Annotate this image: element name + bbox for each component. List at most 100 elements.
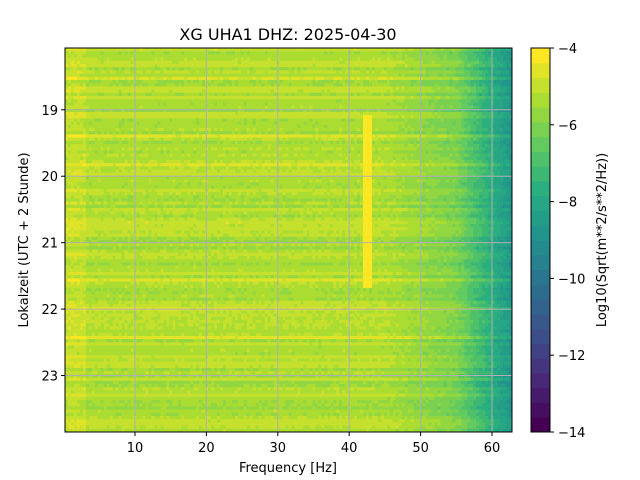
heatmap-cell bbox=[470, 121, 474, 126]
heatmap-cell bbox=[455, 115, 459, 119]
heatmap-cell bbox=[482, 64, 486, 68]
heatmap-cell bbox=[491, 70, 495, 74]
heatmap-cell bbox=[449, 112, 453, 116]
heatmap-cell bbox=[282, 80, 286, 84]
heatmap-cell bbox=[497, 64, 501, 68]
heatmap-cell bbox=[214, 137, 218, 142]
heatmap-cell bbox=[509, 89, 512, 94]
heatmap-cell bbox=[345, 134, 349, 138]
heatmap-cell bbox=[327, 140, 331, 145]
heatmap-cell bbox=[130, 134, 134, 138]
heatmap-cell bbox=[270, 96, 274, 100]
heatmap-cell bbox=[351, 73, 355, 78]
heatmap-cell bbox=[214, 150, 218, 154]
heatmap-cell bbox=[342, 60, 346, 65]
heatmap-cell bbox=[94, 67, 99, 71]
heatmap-cell bbox=[503, 108, 507, 113]
heatmap-cell bbox=[70, 124, 75, 129]
heatmap-cell bbox=[166, 96, 170, 100]
heatmap-cell bbox=[297, 140, 301, 145]
heatmap-cell bbox=[216, 99, 221, 103]
heatmap-cell bbox=[270, 60, 274, 65]
heatmap-cell bbox=[371, 70, 376, 74]
heatmap-cell bbox=[309, 80, 313, 84]
heatmap-cell bbox=[398, 134, 403, 138]
heatmap-cell bbox=[497, 115, 501, 119]
heatmap-cell bbox=[181, 121, 185, 126]
heatmap-cell bbox=[419, 124, 423, 129]
heatmap-cell bbox=[455, 140, 459, 145]
heatmap-cell bbox=[228, 57, 233, 62]
heatmap-cell bbox=[500, 54, 504, 58]
heatmap-cell bbox=[428, 144, 432, 148]
heatmap-cell bbox=[91, 67, 96, 71]
heatmap-cell bbox=[431, 83, 435, 87]
heatmap-cell bbox=[249, 128, 254, 132]
heatmap-cell bbox=[88, 112, 93, 116]
heatmap-cell bbox=[270, 83, 274, 87]
heatmap-cell bbox=[458, 92, 462, 97]
heatmap-cell bbox=[365, 89, 370, 94]
heatmap-cell bbox=[175, 121, 179, 126]
heatmap-cell bbox=[285, 99, 289, 103]
heatmap-cell bbox=[160, 60, 164, 65]
heatmap-cell bbox=[211, 108, 215, 113]
heatmap-cell bbox=[330, 96, 334, 100]
heatmap-cell bbox=[452, 54, 456, 58]
heatmap-cell bbox=[82, 57, 87, 62]
heatmap-cell bbox=[175, 96, 179, 100]
heatmap-cell bbox=[142, 83, 146, 87]
heatmap-cell bbox=[446, 124, 450, 129]
heatmap-cell bbox=[446, 118, 450, 122]
heatmap-cell bbox=[261, 131, 266, 135]
heatmap-cell bbox=[151, 121, 155, 126]
heatmap-cell bbox=[163, 147, 167, 151]
heatmap-cell bbox=[82, 51, 87, 55]
heatmap-cell bbox=[160, 140, 164, 145]
heatmap-cell bbox=[258, 124, 263, 129]
heatmap-cell bbox=[386, 89, 391, 94]
heatmap-cell bbox=[419, 128, 423, 132]
heatmap-cell bbox=[88, 147, 93, 151]
heatmap-cell bbox=[365, 137, 370, 142]
heatmap-cell bbox=[214, 70, 218, 74]
heatmap-cell bbox=[270, 76, 274, 81]
heatmap-cell bbox=[169, 112, 173, 116]
heatmap-cell bbox=[363, 118, 367, 122]
heatmap-cell bbox=[371, 73, 376, 78]
heatmap-cell bbox=[443, 105, 447, 110]
heatmap-cell bbox=[392, 134, 397, 138]
heatmap-cell bbox=[163, 121, 167, 126]
heatmap-cell bbox=[279, 60, 283, 65]
heatmap-cell bbox=[211, 80, 215, 84]
heatmap-cell bbox=[228, 83, 233, 87]
heatmap-cell bbox=[70, 115, 75, 119]
heatmap-cell bbox=[467, 83, 471, 87]
heatmap-cell bbox=[458, 102, 462, 106]
heatmap-cell bbox=[407, 115, 412, 119]
heatmap-cell bbox=[497, 128, 501, 132]
heatmap-cell bbox=[264, 115, 269, 119]
heatmap-cell bbox=[109, 51, 114, 55]
heatmap-cell bbox=[157, 64, 161, 68]
heatmap-cell bbox=[100, 64, 105, 68]
heatmap-cell bbox=[443, 83, 447, 87]
heatmap-cell bbox=[374, 92, 379, 97]
heatmap-cell bbox=[303, 89, 307, 94]
heatmap-cell bbox=[401, 60, 406, 65]
heatmap-cell bbox=[151, 60, 155, 65]
heatmap-cell bbox=[261, 102, 266, 106]
heatmap-cell bbox=[121, 51, 125, 55]
heatmap-cell bbox=[437, 83, 441, 87]
heatmap-cell bbox=[333, 134, 337, 138]
heatmap-cell bbox=[127, 89, 131, 94]
heatmap-cell bbox=[127, 134, 131, 138]
heatmap-cell bbox=[491, 57, 495, 62]
heatmap-cell bbox=[288, 92, 292, 97]
heatmap-cell bbox=[383, 124, 388, 129]
heatmap-cell bbox=[386, 124, 391, 129]
heatmap-cell bbox=[357, 73, 361, 78]
heatmap-cell bbox=[261, 140, 266, 145]
heatmap-cell bbox=[193, 54, 197, 58]
heatmap-cell bbox=[473, 121, 477, 126]
